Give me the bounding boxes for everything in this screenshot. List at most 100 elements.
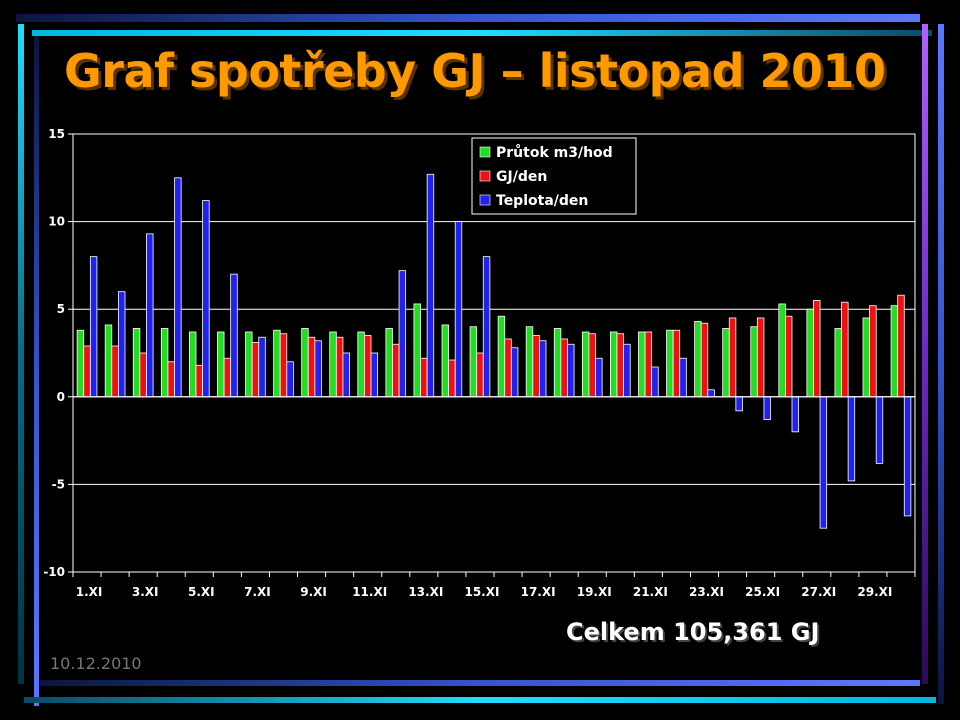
bar-Teplota/den <box>595 357 603 398</box>
bar-GJ/den <box>139 352 147 398</box>
bar-Průtok m3/hod <box>722 328 730 398</box>
bar-GJ/den <box>476 352 484 398</box>
x-tick-label: 7.XI <box>244 585 271 599</box>
bar-GJ/den <box>363 335 372 398</box>
bar-Průtok m3/hod <box>413 303 421 398</box>
bar-Teplota/den <box>791 396 799 433</box>
bar-Teplota/den <box>875 396 884 464</box>
frame-left-bar <box>18 24 24 684</box>
bar-GJ/den <box>420 357 428 398</box>
frame-right-bar-blue <box>938 24 944 704</box>
bar-Průtok m3/hod <box>806 308 814 398</box>
bar-Průtok m3/hod <box>553 328 562 398</box>
bar-Průtok m3/hod <box>357 331 365 398</box>
bar-Průtok m3/hod <box>329 331 337 398</box>
bar-Průtok m3/hod <box>525 326 534 398</box>
bar-Průtok m3/hod <box>385 328 393 398</box>
x-tick-label: 27.XI <box>801 585 836 599</box>
bar-GJ/den <box>532 335 540 398</box>
bar-Průtok m3/hod <box>76 329 85 398</box>
bar-GJ/den <box>897 294 905 398</box>
x-tick-label: 17.XI <box>521 585 556 599</box>
total-consumption: Celkem 105,361 GJ <box>566 618 820 646</box>
bar-Teplota/den <box>510 347 519 398</box>
bar-Průtok m3/hod <box>750 326 758 398</box>
legend-swatch <box>479 194 491 206</box>
bar-GJ/den <box>700 322 709 398</box>
frame-bottom-bar-blue <box>40 680 920 686</box>
x-tick-label: 3.XI <box>132 585 159 599</box>
bar-Průtok m3/hod <box>581 331 590 398</box>
bar-Teplota/den <box>454 221 463 398</box>
bar-GJ/den <box>813 300 821 398</box>
y-tick-label: 10 <box>48 215 65 229</box>
legend-swatch <box>479 146 491 158</box>
bar-GJ/den <box>279 333 288 398</box>
bar-Teplota/den <box>202 200 210 398</box>
bar-GJ/den <box>588 333 596 398</box>
bar-Průtok m3/hod <box>441 324 449 398</box>
bar-GJ/den <box>869 305 877 398</box>
bar-GJ/den <box>167 361 175 398</box>
bar-Teplota/den <box>567 343 575 398</box>
bar-Teplota/den <box>903 396 912 517</box>
bar-Teplota/den <box>707 389 715 398</box>
bar-Průtok m3/hod <box>834 328 842 398</box>
bar-GJ/den <box>785 315 793 398</box>
bar-GJ/den <box>335 336 344 398</box>
bar-GJ/den <box>560 338 568 398</box>
bar-Teplota/den <box>314 340 322 398</box>
bar-Teplota/den <box>679 357 687 398</box>
bar-Teplota/den <box>735 396 743 412</box>
bar-Průtok m3/hod <box>862 317 870 398</box>
frame-top-bar <box>16 14 920 22</box>
bar-Průtok m3/hod <box>469 326 478 398</box>
frame-right-bar-purple <box>922 24 928 684</box>
bar-Teplota/den <box>623 343 631 398</box>
x-tick-label: 11.XI <box>352 585 387 599</box>
slide-title: Graf spotřeby GJ – listopad 2010 <box>64 44 886 98</box>
x-tick-label: 19.XI <box>577 585 612 599</box>
bar-Teplota/den <box>89 256 98 398</box>
legend-label: Průtok m3/hod <box>496 144 613 161</box>
bar-GJ/den <box>841 301 849 398</box>
bar-GJ/den <box>504 338 512 398</box>
bar-Teplota/den <box>482 256 491 398</box>
y-tick-label: -10 <box>43 565 65 579</box>
frame-left-bar-blue <box>34 36 39 706</box>
legend-label: GJ/den <box>496 169 547 185</box>
x-tick-label: 25.XI <box>745 585 780 599</box>
bar-Průtok m3/hod <box>160 328 169 398</box>
bar-Teplota/den <box>398 270 407 398</box>
bar-Teplota/den <box>847 396 856 482</box>
bar-Průtok m3/hod <box>301 328 309 398</box>
bar-Průtok m3/hod <box>666 329 674 398</box>
legend-box <box>471 137 637 215</box>
y-tick-label: 15 <box>48 127 65 141</box>
bar-Teplota/den <box>342 352 350 398</box>
x-tick-label: 9.XI <box>300 585 327 599</box>
frame-top-bar-cyan <box>32 30 932 36</box>
bar-Průtok m3/hod <box>890 305 899 398</box>
x-tick-label: 13.XI <box>408 585 443 599</box>
bar-GJ/den <box>83 345 91 398</box>
bar-GJ/den <box>223 357 232 398</box>
bar-Teplota/den <box>426 173 435 398</box>
x-tick-label: 15.XI <box>464 585 499 599</box>
legend-label: Teplota/den <box>496 193 588 209</box>
bar-Průtok m3/hod <box>694 321 702 398</box>
bar-Teplota/den <box>819 396 828 529</box>
bar-GJ/den <box>756 317 765 398</box>
bar-Teplota/den <box>370 352 378 398</box>
bar-Průtok m3/hod <box>104 324 113 398</box>
bar-Průtok m3/hod <box>273 329 281 398</box>
bar-Teplota/den <box>763 396 771 420</box>
bar-Průtok m3/hod <box>132 328 141 398</box>
y-tick-label: -5 <box>52 477 65 491</box>
y-tick-label: 0 <box>57 390 65 404</box>
bar-GJ/den <box>111 345 119 398</box>
bar-Teplota/den <box>651 366 659 398</box>
x-tick-label: 23.XI <box>689 585 724 599</box>
slide-date: 10.12.2010 <box>50 654 142 673</box>
